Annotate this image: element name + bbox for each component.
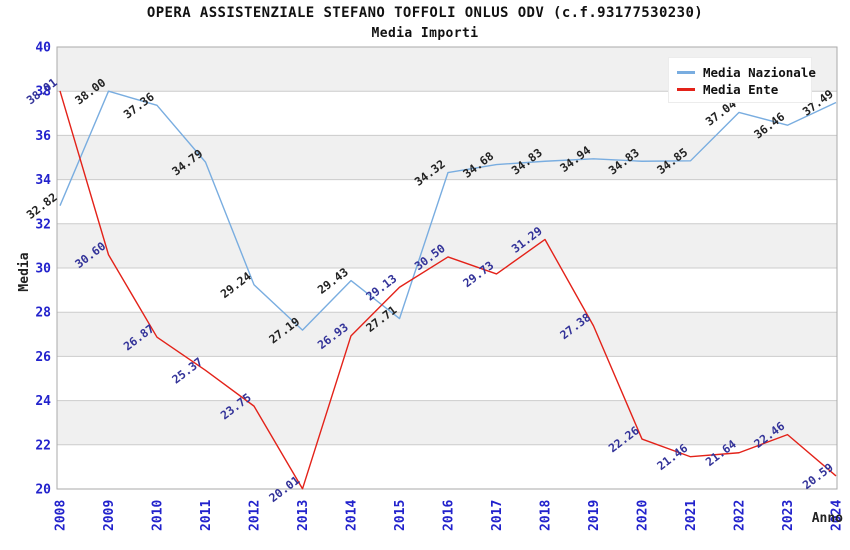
y-tick-label: 36 [35, 129, 51, 144]
y-tick-label: 32 [35, 217, 51, 232]
x-tick-label: 2024 [830, 500, 845, 531]
y-tick-label: 20 [35, 483, 51, 498]
plot-band [57, 223, 837, 268]
y-tick-label: 30 [35, 262, 51, 277]
y-tick-label: 26 [35, 350, 51, 365]
legend-line-swatch-nazionale [677, 71, 695, 74]
x-tick-label: 2008 [54, 500, 69, 531]
legend-item-media-ente: Media Ente [677, 81, 811, 98]
x-tick-label: 2019 [587, 500, 602, 531]
series-line-media-ente [59, 90, 837, 490]
y-tick-label: 24 [35, 394, 51, 409]
x-tick-label: 2012 [248, 500, 263, 531]
chart-legend: Media Nazionale Media Ente [668, 57, 816, 103]
plot-border [56, 46, 838, 490]
y-tick-label: 28 [35, 306, 51, 321]
x-tick-label: 2009 [102, 500, 117, 531]
x-tick-label: 2014 [345, 500, 360, 531]
series-line-media-nazionale [59, 90, 837, 331]
plot-band [57, 312, 837, 357]
x-tick-label: 2013 [296, 500, 311, 531]
x-axis-label: Anno [811, 511, 843, 526]
chart-subtitle: Media Importi [371, 26, 479, 41]
x-tick-label: 2011 [199, 500, 214, 531]
x-tick-label: 2022 [733, 500, 748, 531]
plot-band [57, 135, 837, 180]
x-tick-label: 2016 [442, 500, 457, 531]
y-tick-label: 38 [35, 85, 51, 100]
plot-band [57, 400, 837, 445]
x-tick-label: 2015 [393, 500, 408, 531]
x-tick-label: 2021 [684, 500, 699, 531]
y-tick-label: 40 [35, 41, 51, 56]
x-tick-label: 2023 [781, 500, 796, 531]
legend-line-swatch-ente [677, 88, 695, 91]
value-label: 38.01 [24, 75, 60, 107]
y-axis-label: Media [17, 252, 32, 292]
x-tick-label: 2017 [490, 500, 505, 531]
legend-item-media-nazionale: Media Nazionale [677, 64, 816, 81]
x-tick-label: 2010 [151, 500, 166, 531]
legend-label-ente: Media Ente [703, 82, 779, 97]
x-tick-label: 2018 [539, 500, 554, 531]
y-tick-label: 34 [35, 173, 51, 188]
y-tick-label: 22 [35, 438, 51, 453]
x-tick-label: 2020 [636, 500, 651, 531]
chart-title: OPERA ASSISTENZIALE STEFANO TOFFOLI ONLU… [146, 5, 704, 21]
legend-label-nazionale: Media Nazionale [703, 65, 816, 80]
